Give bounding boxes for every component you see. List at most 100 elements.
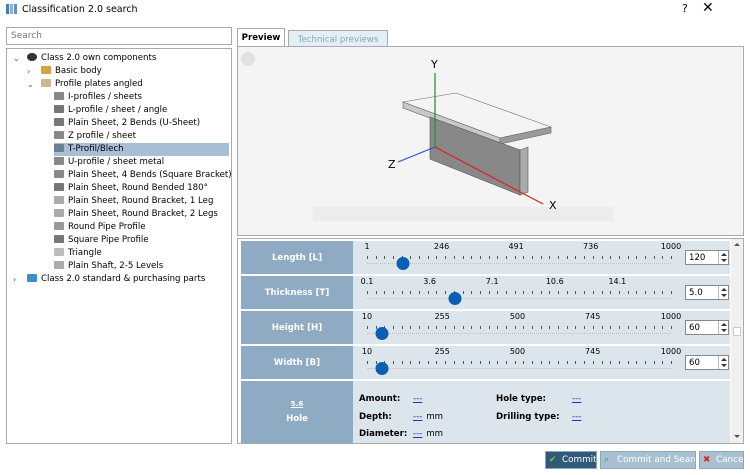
tick-mark <box>671 326 672 329</box>
tick-mark <box>601 256 603 259</box>
tick-mark <box>644 256 646 259</box>
tick-mark <box>393 256 395 259</box>
chevron-down-icon[interactable]: ⌄ <box>27 80 34 89</box>
chevron-right-icon[interactable]: › <box>27 67 31 76</box>
tree-item[interactable]: › Basic body <box>27 65 102 78</box>
tick-mark <box>375 256 377 259</box>
commit-and-search-button[interactable]: ⌕ Commit and Search <box>600 451 696 469</box>
scroll-up-icon[interactable] <box>734 243 740 246</box>
tick-mark <box>540 256 542 259</box>
value-spinbox[interactable]: 120 <box>685 250 729 265</box>
tree-item[interactable]: T-Profil/Blech <box>54 143 229 156</box>
help-button[interactable]: ? <box>682 2 688 15</box>
tree-item[interactable]: ⌄ Class 2.0 own components <box>13 52 157 65</box>
tick-mark <box>375 361 377 364</box>
slider-track[interactable] <box>367 368 671 369</box>
check-icon: ✔ <box>549 455 557 465</box>
tick-mark <box>636 256 638 259</box>
slider-thumb[interactable] <box>448 292 462 305</box>
tree-item[interactable]: Plain Sheet, Round Bracket, 2 Legs <box>54 208 218 221</box>
tab-technical-previews[interactable]: Technical previews <box>288 30 388 47</box>
tree-item[interactable]: Plain Sheet, 2 Bends (U-Sheet) <box>54 117 200 130</box>
tick-mark <box>627 361 629 364</box>
tree-item-label: Class 2.0 own components <box>41 53 157 63</box>
tick-mark <box>419 326 421 329</box>
drilling-type-value-link[interactable]: --- <box>572 412 582 422</box>
gear-disc-icon <box>27 53 37 61</box>
part-icon <box>54 235 64 243</box>
tree-item[interactable]: I-profiles / sheets <box>54 91 142 104</box>
spin-arrows-icon[interactable] <box>718 251 728 264</box>
slider-track[interactable] <box>367 298 671 299</box>
tree-item[interactable]: U-profile / sheet metal <box>54 156 164 169</box>
part-icon <box>54 131 64 139</box>
spin-arrows-icon[interactable] <box>718 356 728 369</box>
tree-item[interactable]: Plain Sheet, Round Bracket, 1 Leg <box>54 195 213 208</box>
tree-item[interactable]: › Class 2.0 standard & purchasing parts <box>13 273 205 286</box>
amount-value-link[interactable]: --- <box>413 394 423 404</box>
tree-item-label: Square Pipe Profile <box>68 235 149 245</box>
value-spinbox[interactable]: 60 <box>685 320 729 335</box>
slider-thumb[interactable] <box>396 257 410 270</box>
close-button[interactable]: ✕ <box>702 0 714 16</box>
slider-thumb[interactable] <box>375 327 389 340</box>
3d-preview[interactable]: Y Z X <box>237 46 744 236</box>
slider-track[interactable] <box>367 333 671 334</box>
scroll-down-icon[interactable] <box>734 435 740 438</box>
depth-value-link[interactable]: --- <box>413 412 423 422</box>
tree-item[interactable]: Square Pipe Profile <box>54 234 149 247</box>
tick-mark <box>662 361 664 364</box>
tree-item[interactable]: Z profile / sheet <box>54 130 136 143</box>
diameter-unit: mm <box>426 429 444 439</box>
param-label: Width [B] <box>241 346 353 379</box>
hole-type-value-link[interactable]: --- <box>572 394 582 404</box>
chevron-down-icon[interactable]: ⌄ <box>13 54 20 63</box>
scroll-thumb[interactable] <box>733 327 741 336</box>
tick-label: 1000 <box>660 242 682 251</box>
tree-item[interactable]: ⌄ Profile plates angled <box>27 78 143 91</box>
tick-mark <box>549 291 551 294</box>
tick-mark <box>419 361 421 364</box>
diameter-value-link[interactable]: --- <box>413 429 423 439</box>
cancel-button[interactable]: ✖ Cancel <box>699 451 744 469</box>
tick-mark <box>671 291 672 294</box>
part-icon <box>54 248 64 256</box>
params-scrollbar[interactable] <box>731 239 743 443</box>
dots-grid-icon <box>41 66 51 74</box>
tick-mark <box>445 291 447 294</box>
tree-item[interactable]: Triangle <box>54 247 102 260</box>
tick-mark <box>497 326 499 329</box>
value-spinbox[interactable]: 5.0 <box>685 285 729 300</box>
tree-item[interactable]: L-profile / sheet / angle <box>54 104 167 117</box>
tree-item[interactable]: Plain Sheet, Round Bended 180° <box>54 182 208 195</box>
tick-mark <box>558 361 560 364</box>
tick-label: 491 <box>508 242 524 251</box>
tick-mark <box>497 361 499 364</box>
depth-field: Depth: --- mm <box>359 412 443 422</box>
tree-item-label: Round Pipe Profile <box>68 222 146 232</box>
chevron-right-icon[interactable]: › <box>13 275 17 284</box>
tick-mark <box>393 291 395 294</box>
tick-mark <box>462 326 464 329</box>
spin-arrows-icon[interactable] <box>718 321 728 334</box>
spin-arrows-icon[interactable] <box>718 286 728 299</box>
value-spinbox[interactable]: 60 <box>685 355 729 370</box>
tree-item[interactable]: Plain Shaft, 2-5 Levels <box>54 260 163 273</box>
slider-track[interactable] <box>367 263 671 264</box>
tree-item[interactable]: Plain Sheet, 4 Bends (Square Bracket) <box>54 169 232 182</box>
part-icon <box>54 157 64 165</box>
slider-thumb[interactable] <box>375 362 389 375</box>
tick-mark <box>479 326 481 329</box>
tick-mark <box>497 256 499 259</box>
tab-preview[interactable]: Preview <box>237 28 285 47</box>
tree-item[interactable]: Round Pipe Profile <box>54 221 146 234</box>
tick-label: 500 <box>509 347 526 356</box>
tree-item-label: Plain Sheet, 4 Bends (Square Bracket) <box>68 170 232 180</box>
tick-mark <box>662 291 664 294</box>
tick-label: 1000 <box>660 347 682 356</box>
commit-button[interactable]: ✔ Commit <box>545 451 597 469</box>
search-input[interactable] <box>6 27 232 45</box>
tick-mark <box>558 326 560 329</box>
tick-mark <box>644 326 646 329</box>
y-axis-label: Y <box>431 58 438 71</box>
